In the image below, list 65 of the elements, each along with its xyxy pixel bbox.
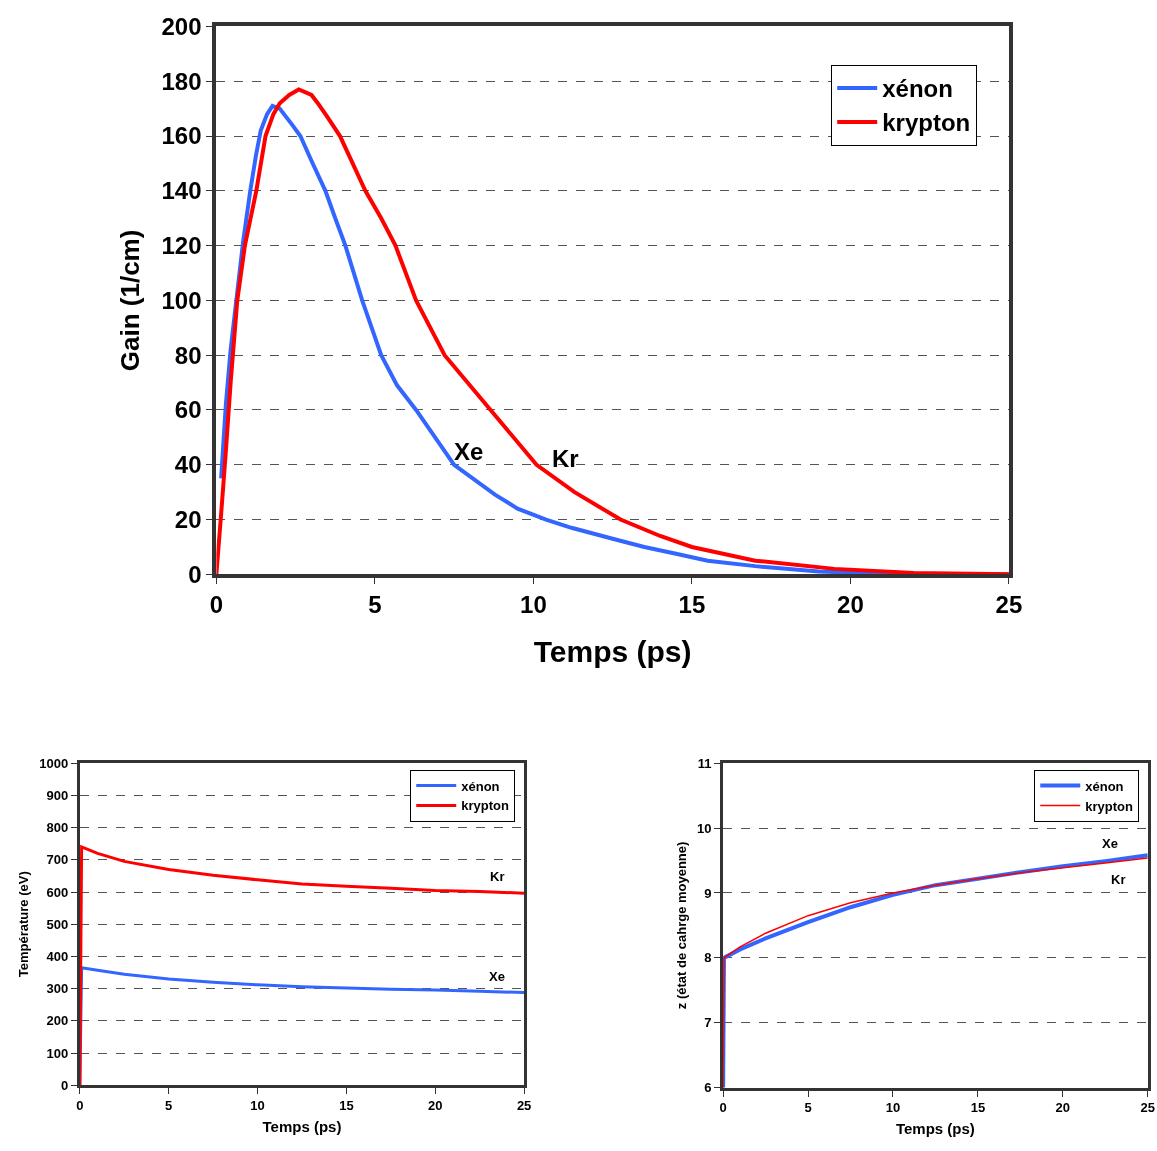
y-tick-label: 400 — [46, 949, 69, 965]
y-tick-label: 8 — [704, 950, 712, 966]
annotation: Kr — [490, 869, 505, 884]
y-tick-label: 80 — [174, 341, 202, 369]
x-tick-label: 25 — [516, 1097, 532, 1113]
y-tick-label: 40 — [174, 451, 202, 479]
annotation: Kr — [552, 445, 579, 472]
x-tick-label: 20 — [1055, 1100, 1071, 1116]
y-tick-label: 500 — [46, 916, 69, 932]
legend-label: xénon — [461, 778, 500, 794]
annotation: Xe — [454, 438, 484, 465]
y-tick-label: 160 — [161, 122, 202, 150]
x-tick-label: 15 — [339, 1097, 354, 1113]
annotation: Kr — [1111, 872, 1126, 887]
y-tick-label: 200 — [161, 12, 202, 40]
y-tick-label: 300 — [46, 981, 69, 997]
x-axis-title: Temps (ps) — [895, 1120, 975, 1138]
x-tick-label: 0 — [209, 591, 224, 619]
y-tick-label: 120 — [161, 232, 202, 260]
y-tick-label: 6 — [704, 1080, 712, 1096]
y-tick-label: 20 — [174, 505, 202, 533]
x-tick-label: 15 — [970, 1100, 986, 1116]
x-tick-label: 5 — [804, 1100, 812, 1116]
x-axis-title: Temps (ps) — [533, 635, 692, 669]
y-tick-label: 200 — [46, 1013, 69, 1029]
y-tick-label: 800 — [46, 820, 69, 836]
x-tick-label: 0 — [76, 1097, 84, 1113]
annotation: Xe — [1102, 836, 1118, 851]
y-tick-label: 11 — [697, 755, 712, 771]
x-tick-label: 15 — [678, 591, 706, 619]
y-tick-label: 180 — [161, 67, 202, 95]
x-tick-label: 10 — [250, 1097, 265, 1113]
y-tick-label: 1000 — [39, 755, 69, 771]
x-tick-label: 25 — [995, 591, 1023, 619]
x-tick-label: 10 — [885, 1100, 901, 1116]
y-tick-label: 10 — [697, 820, 712, 836]
x-tick-label: 0 — [719, 1100, 727, 1116]
legend-label: krypton — [1085, 798, 1133, 814]
y-axis-title: z (état de cahrge moyenne) — [674, 841, 690, 1010]
annotation: Xe — [489, 969, 505, 984]
x-tick-label: 20 — [837, 591, 864, 619]
y-tick-label: 9 — [704, 885, 712, 901]
y-tick-label: 0 — [61, 1077, 69, 1093]
y-tick-label: 900 — [46, 787, 69, 803]
y-axis-title: Température (eV) — [16, 871, 32, 978]
x-tick-label: 25 — [1140, 1100, 1155, 1116]
y-tick-label: 700 — [46, 852, 69, 868]
y-tick-label: 140 — [161, 177, 202, 205]
legend-label: krypton — [461, 798, 509, 814]
x-tick-label: 5 — [165, 1097, 173, 1113]
x-tick-label: 10 — [520, 591, 547, 619]
legend-label: xénon — [1085, 778, 1124, 794]
y-axis-title: Gain (1/cm) — [115, 229, 146, 372]
x-tick-label: 20 — [428, 1097, 443, 1113]
y-tick-label: 100 — [46, 1045, 69, 1061]
y-tick-label: 100 — [161, 286, 202, 314]
line-series — [79, 845, 525, 1086]
y-tick-label: 0 — [188, 560, 202, 588]
legend-label: xénon — [882, 75, 953, 103]
y-tick-label: 60 — [174, 396, 202, 424]
y-tick-label: 7 — [704, 1015, 712, 1031]
x-axis-title: Temps (ps) — [262, 1117, 342, 1135]
legend-label: krypton — [882, 109, 971, 137]
y-tick-label: 600 — [46, 884, 69, 900]
x-tick-label: 5 — [368, 591, 382, 619]
